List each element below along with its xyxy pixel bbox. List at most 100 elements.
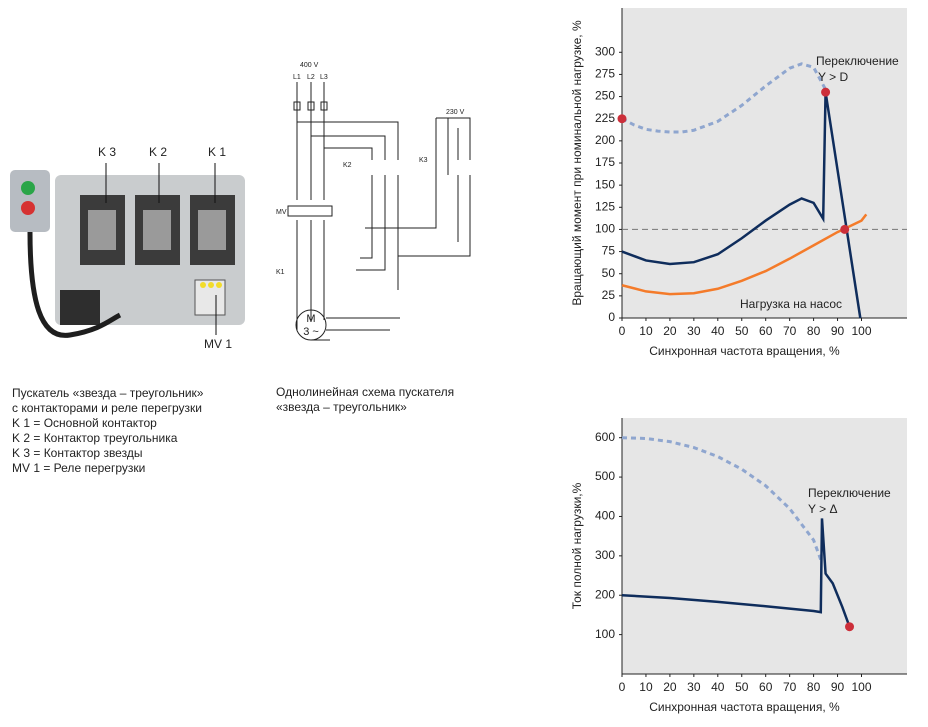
caption-line: «звезда – треугольник»	[276, 400, 407, 414]
label: 3 ~	[303, 326, 319, 338]
caption-line: MV 1 = Реле перегрузки	[12, 461, 145, 475]
series-line	[621, 62, 827, 134]
fuse	[320, 101, 328, 111]
x-tick-label: 30	[687, 680, 701, 694]
relay-dot	[200, 282, 206, 288]
caption-line: K 1 = Основной контактор	[12, 416, 157, 430]
x-tick-label: 80	[807, 680, 821, 694]
label: K2	[343, 162, 352, 169]
series-line	[621, 436, 823, 561]
label: 230 V	[446, 109, 465, 116]
y-tick-label: 175	[595, 155, 615, 169]
x-tick-label: 60	[759, 680, 773, 694]
marker	[821, 87, 831, 97]
marker	[840, 224, 850, 234]
y-tick-label: 250	[595, 89, 615, 103]
y-axis-label: Вращающий момент при номинальной нагрузк…	[570, 20, 584, 306]
label: L3	[320, 74, 328, 81]
y-tick-label: 300	[595, 44, 615, 58]
x-tick-label: 100	[851, 324, 871, 338]
plot-area	[622, 8, 907, 318]
y-tick-label: 500	[595, 469, 615, 483]
x-tick-label: 30	[687, 324, 701, 338]
y-tick-label: 400	[595, 509, 615, 523]
y-tick-label: 300	[595, 548, 615, 562]
y-tick-label: 225	[595, 111, 615, 125]
y-tick-label: 75	[602, 244, 616, 258]
x-tick-label: 90	[831, 324, 845, 338]
caption-line: Пускатель «звезда – треугольник»	[12, 386, 204, 400]
x-tick-label: 20	[663, 324, 677, 338]
y-tick-label: 100	[595, 627, 615, 641]
label: MV 1	[204, 337, 232, 351]
caption-line: Однолинейная схема пускателя	[276, 385, 454, 399]
series-line	[621, 91, 862, 319]
x-tick-label: 10	[639, 680, 653, 694]
annotation: Y > Δ	[808, 502, 837, 516]
plot-area	[622, 418, 907, 674]
y-tick-label: 150	[595, 177, 615, 191]
caption-line: K 3 = Контактор звезды	[12, 446, 142, 460]
y-tick-label: 125	[595, 199, 615, 213]
schematic-caption: Однолинейная схема пускателя«звезда – тр…	[276, 385, 454, 414]
green-button	[21, 181, 35, 195]
marker	[845, 622, 855, 632]
x-tick-label: 0	[619, 680, 626, 694]
red-button	[21, 201, 35, 215]
starter-illustration: K 3 K 2 K 1 MV 1	[10, 145, 245, 351]
annotation: Переключение	[816, 54, 899, 68]
wire	[311, 317, 400, 341]
y-tick-label: 600	[595, 430, 615, 444]
button-box	[10, 170, 50, 232]
marker	[617, 114, 627, 124]
y-tick-label: 200	[595, 587, 615, 601]
x-tick-label: 20	[663, 680, 677, 694]
x-axis-label: Синхронная частота вращения, %	[649, 700, 840, 714]
cable	[27, 231, 122, 338]
contactor-face	[88, 210, 116, 250]
x-tick-label: 70	[783, 680, 797, 694]
wire	[297, 117, 471, 290]
fuse	[293, 101, 301, 111]
x-tick-label: 60	[759, 324, 773, 338]
fuse	[307, 101, 315, 111]
x-axis-label: Синхронная частота вращения, %	[649, 344, 840, 358]
y-tick-label: 25	[602, 288, 616, 302]
contactor-face	[198, 210, 226, 250]
label: K 1	[208, 145, 226, 159]
starter-caption: Пускатель «звезда – треугольник»с контак…	[12, 386, 204, 475]
label: 400 V	[300, 62, 319, 69]
label: K1	[276, 269, 285, 276]
label: K 2	[149, 145, 167, 159]
label: L1	[293, 74, 301, 81]
label: K 3	[98, 145, 116, 159]
x-tick-label: 50	[735, 324, 749, 338]
x-tick-label: 0	[619, 324, 626, 338]
schematic: 400 V L1 L2 L3 K2 K3 230 V MV K1 M 3 ~	[276, 62, 471, 341]
label: K3	[419, 157, 428, 164]
relay-symbol	[287, 205, 333, 217]
wire	[296, 82, 325, 330]
terminal	[60, 290, 100, 325]
label: L2	[307, 74, 315, 81]
annotation: Переключение	[808, 486, 891, 500]
caption-line: K 2 = Контактор треугольника	[12, 431, 178, 445]
label: M	[306, 313, 315, 325]
relay-dot	[208, 282, 214, 288]
label: MV	[276, 209, 287, 216]
relay-dot	[216, 282, 222, 288]
y-tick-label: 0	[608, 310, 615, 324]
x-tick-label: 100	[851, 680, 871, 694]
caption-line: с контакторами и реле перегрузки	[12, 401, 202, 415]
y-tick-label: 275	[595, 67, 615, 81]
y-tick-label: 200	[595, 133, 615, 147]
x-tick-label: 70	[783, 324, 797, 338]
y-tick-label: 100	[595, 222, 615, 236]
annotation: Y > D	[818, 70, 848, 84]
contactor-face	[143, 210, 171, 250]
y-tick-label: 50	[602, 266, 616, 280]
x-tick-label: 80	[807, 324, 821, 338]
x-tick-label: 40	[711, 680, 725, 694]
annotation: Нагрузка на насос	[740, 297, 842, 311]
